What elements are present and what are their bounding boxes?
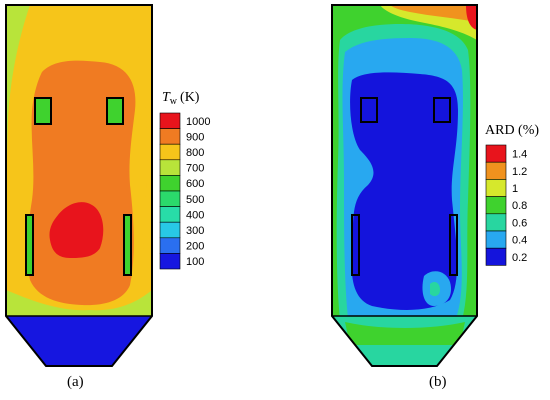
- legend-a-swatch: [159, 159, 181, 176]
- legend-b-swatch: [485, 161, 507, 180]
- legend-a-label: 800: [186, 147, 204, 159]
- legend-b-swatch: [485, 196, 507, 215]
- legend-b-label: 0.4: [512, 235, 527, 247]
- legend-a-swatch: [159, 253, 181, 270]
- legend-b-swatch: [485, 247, 507, 266]
- legend-b-swatch: [485, 213, 507, 232]
- legend-b-swatch: [485, 230, 507, 249]
- legend-a-swatch: [159, 175, 181, 192]
- legend-b-swatch: [485, 144, 507, 163]
- panel-a-burners: [25, 97, 132, 276]
- legend-a-title: Tw (K): [162, 90, 200, 107]
- legend-a-swatch: [159, 143, 181, 161]
- panel-a-label: (a): [67, 374, 84, 390]
- legend-a-swatch: [159, 221, 181, 239]
- legend-a-swatch: [159, 237, 181, 254]
- legend-a-label: 900: [186, 131, 204, 143]
- panel-b-label: (b): [429, 374, 447, 390]
- legend-a-label: 1000: [186, 116, 210, 128]
- legend-a-label: 400: [186, 209, 204, 221]
- legend-a-label: 600: [186, 178, 204, 190]
- legend-a-label: 100: [186, 256, 204, 268]
- legend-b: ARD (%) 1.4 1.2 1 0.8 0.6 0.4 0.2: [485, 123, 539, 266]
- legend-b-swatch: [485, 179, 507, 197]
- legend-a-label: 700: [186, 163, 204, 175]
- panel-b-contour: [332, 5, 477, 366]
- legend-a-swatch: [159, 128, 181, 145]
- legend-b-label: 1: [512, 183, 518, 195]
- legend-a-swatch: [159, 190, 181, 207]
- legend-a: Tw (K) 1000 900 800 700 600 500 400 300 200 100: [159, 90, 210, 270]
- legend-a-label: 500: [186, 194, 204, 206]
- legend-a-swatch: [159, 206, 181, 223]
- panel-b-burners: [351, 97, 458, 276]
- panel-a-contour: [6, 5, 152, 366]
- legend-a-swatch: [159, 112, 181, 129]
- legend-a-label: 200: [186, 241, 204, 253]
- legend-b-label: 1.2: [512, 166, 527, 178]
- legend-b-label: 0.2: [512, 252, 527, 264]
- legend-a-label: 300: [186, 225, 204, 237]
- legend-b-label: 0.6: [512, 217, 527, 229]
- legend-b-label: 1.4: [512, 149, 527, 161]
- legend-b-title: ARD (%): [485, 123, 539, 138]
- legend-b-label: 0.8: [512, 200, 527, 212]
